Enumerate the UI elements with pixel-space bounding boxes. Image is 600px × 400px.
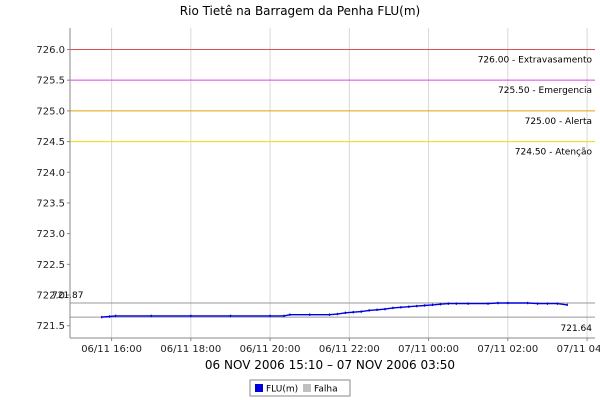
data-point <box>507 301 509 305</box>
threshold-label: 725.00 - Alerta <box>525 117 592 127</box>
data-point <box>527 301 529 305</box>
y-tick-label: 721.5 <box>36 321 65 332</box>
legend-swatch <box>303 384 311 392</box>
data-point <box>229 314 232 318</box>
data-point <box>328 313 331 316</box>
y-tick-label: 723.5 <box>36 198 65 209</box>
data-point <box>360 310 362 313</box>
data-point <box>101 315 103 319</box>
data-point <box>447 302 449 305</box>
data-point <box>556 302 558 305</box>
data-point <box>190 314 192 318</box>
y-axis: 721.5 722.0 722.5 723.0 723.5 724.0 724.5 725.0… <box>36 28 71 338</box>
y-tick-label: 722.5 <box>36 260 65 271</box>
threshold-label: 724.50 - Atenção <box>515 148 593 158</box>
y-tick-label: 722.0 <box>36 291 65 302</box>
data-point <box>546 302 549 305</box>
data-point <box>424 304 426 307</box>
y-tick-label: 725.5 <box>36 76 65 87</box>
data-point <box>408 305 410 308</box>
data-point <box>289 313 291 316</box>
data-point <box>109 315 111 318</box>
data-point <box>150 314 152 318</box>
y-tick-label: 723.0 <box>36 229 65 240</box>
x-tick-label: 06/11 18:00 <box>160 344 221 355</box>
x-tick-label: 07/11 04:00 <box>557 344 600 355</box>
data-point <box>309 313 311 316</box>
data-point <box>392 306 394 310</box>
x-tick-label: 07/11 02:00 <box>477 344 538 355</box>
data-point <box>536 302 539 305</box>
plot-background <box>70 28 595 338</box>
y-tick-label: 724.5 <box>36 137 65 148</box>
reference-label: 721.87 <box>52 291 84 301</box>
data-point <box>344 311 346 315</box>
data-point <box>566 303 568 307</box>
series-line-0 <box>101 302 568 318</box>
data-point <box>487 302 489 305</box>
reference-label: 721.64 <box>561 324 593 334</box>
legend-label: Falha <box>314 385 338 395</box>
x-tick-label: 06/11 16:00 <box>81 344 142 355</box>
threshold-lines: 726.00 - Extravasamento 725.50 - Emergenc… <box>52 48 595 334</box>
data-point <box>269 314 271 318</box>
threshold-label: 726.00 - Extravasamento <box>478 55 593 65</box>
y-tick-label: 724.0 <box>36 168 65 179</box>
x-axis: 06/11 16:00 06/11 18:00 06/11 20:00 06/11 2… <box>70 337 600 355</box>
legend-swatch <box>255 384 263 392</box>
data-point <box>283 314 285 318</box>
data-point <box>439 303 442 306</box>
data-point <box>497 301 499 305</box>
y-tick-label: 725.0 <box>36 106 65 117</box>
threshold-label: 725.50 - Emergencia <box>498 86 592 96</box>
plot-area <box>70 28 595 338</box>
data-point <box>455 302 457 305</box>
legend-label: FLU(m) <box>266 385 298 395</box>
grid-lines <box>111 28 588 338</box>
x-tick-label: 06/11 20:00 <box>240 344 301 355</box>
data-point <box>384 307 386 311</box>
data-point <box>400 306 402 309</box>
data-point <box>431 303 434 307</box>
data-point <box>336 312 339 316</box>
data-point <box>352 311 354 314</box>
data-point <box>114 314 117 318</box>
y-tick-label: 726.0 <box>36 45 65 56</box>
series-lines <box>101 301 568 319</box>
data-point <box>467 302 469 305</box>
data-point <box>368 309 370 312</box>
legend-box <box>249 379 351 397</box>
data-point <box>376 308 378 311</box>
x-axis-label: 06 NOV 2006 15:10 – 07 NOV 2006 03:50 <box>205 358 455 372</box>
x-tick-label: 06/11 22:00 <box>319 344 380 355</box>
data-point <box>416 304 418 308</box>
x-tick-label: 07/11 00:00 <box>398 344 459 355</box>
legend: FLU(m) Falha <box>249 379 351 397</box>
chart-title: Rio Tietê na Barragem da Penha FLU(m) <box>180 4 420 18</box>
